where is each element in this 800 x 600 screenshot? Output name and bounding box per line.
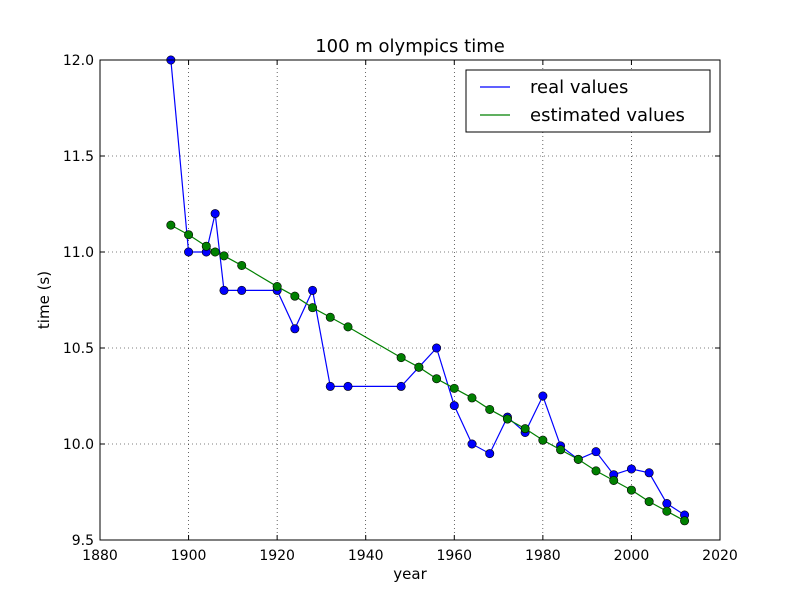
data-point-real-values: [449, 401, 459, 411]
data-point-real-values: [219, 285, 229, 295]
data-point-estimated-values: [662, 506, 672, 516]
data-point-estimated-values: [432, 374, 442, 384]
y-tick-label: 11.0: [63, 245, 94, 261]
x-tick-label: 1900: [171, 548, 207, 564]
tick-marks: [99, 59, 721, 541]
data-point-estimated-values: [325, 312, 335, 322]
data-point-real-values: [184, 247, 194, 257]
data-point-estimated-values: [166, 220, 176, 230]
data-point-estimated-values: [219, 251, 229, 261]
y-axis-label: time (s): [35, 271, 53, 329]
data-point-real-values: [290, 324, 300, 334]
x-axis-label: year: [393, 565, 427, 583]
data-point-estimated-values: [556, 445, 566, 455]
data-point-estimated-values: [290, 291, 300, 301]
x-tick-label: 1980: [525, 548, 561, 564]
plot-frame: [99, 59, 721, 541]
data-point-estimated-values: [210, 247, 220, 257]
data-point-real-values: [396, 381, 406, 391]
y-tick-label: 9.5: [72, 533, 94, 549]
x-tick-label: 1880: [82, 548, 118, 564]
data-point-estimated-values: [272, 282, 282, 292]
data-point-estimated-values: [396, 353, 406, 363]
series-line-real-values: [170, 59, 685, 516]
data-point-estimated-values: [520, 424, 530, 434]
data-point-real-values: [308, 285, 318, 295]
data-point-real-values: [662, 499, 672, 509]
data-point-estimated-values: [680, 516, 690, 526]
data-point-estimated-values: [609, 475, 619, 485]
data-point-real-values: [432, 343, 442, 353]
data-point-real-values: [626, 464, 636, 474]
data-point-estimated-values: [591, 466, 601, 476]
data-point-estimated-values: [626, 485, 636, 495]
y-tick-labels: 9.5 10.0 10.5 11.0 11.5 12.0: [63, 53, 94, 549]
y-tick-label: 10.0: [63, 437, 94, 453]
data-point-real-values: [591, 447, 601, 457]
data-point-estimated-values: [201, 241, 211, 251]
data-point-real-values: [538, 391, 548, 401]
data-point-real-values: [467, 439, 477, 449]
data-point-estimated-values: [414, 362, 424, 372]
x-tick-label: 1920: [259, 548, 295, 564]
x-tick-label: 1940: [348, 548, 384, 564]
data-point-estimated-values: [184, 230, 194, 240]
y-tick-label: 11.5: [63, 149, 94, 165]
y-tick-label: 12.0: [63, 53, 94, 69]
data-point-estimated-values: [644, 497, 654, 507]
data-point-estimated-values: [237, 260, 247, 270]
data-point-estimated-values: [538, 435, 548, 445]
series-real-values: [166, 55, 690, 520]
data-point-real-values: [237, 285, 247, 295]
data-point-estimated-values: [449, 383, 459, 393]
plot-area: [100, 60, 720, 540]
legend-label-estimated-values: estimated values: [530, 105, 685, 126]
data-point-estimated-values: [502, 414, 512, 424]
chart-title: 100 m olympics time: [315, 36, 505, 57]
data-point-estimated-values: [573, 454, 583, 464]
data-point-estimated-values: [343, 322, 353, 332]
x-tick-label: 2020: [702, 548, 738, 564]
data-point-estimated-values: [308, 303, 318, 313]
data-point-real-values: [343, 381, 353, 391]
legend-label-real-values: real values: [530, 77, 628, 98]
y-tick-label: 10.5: [63, 341, 94, 357]
x-tick-label: 2000: [614, 548, 650, 564]
series-estimated-values: [166, 220, 690, 526]
legend-box: [465, 69, 711, 133]
x-tick-labels: 1880 1900 1920 1940 1960 1980 2000 2020: [82, 548, 738, 564]
data-point-real-values: [325, 381, 335, 391]
data-point-real-values: [210, 209, 220, 219]
data-point-estimated-values: [467, 393, 477, 403]
data-point-real-values: [644, 468, 654, 478]
series-line-estimated-values: [170, 224, 685, 522]
legend: real values estimated values: [465, 69, 711, 133]
series-layer: [166, 55, 690, 526]
x-tick-label: 1960: [436, 548, 472, 564]
data-point-real-values: [485, 449, 495, 459]
data-point-estimated-values: [485, 404, 495, 414]
